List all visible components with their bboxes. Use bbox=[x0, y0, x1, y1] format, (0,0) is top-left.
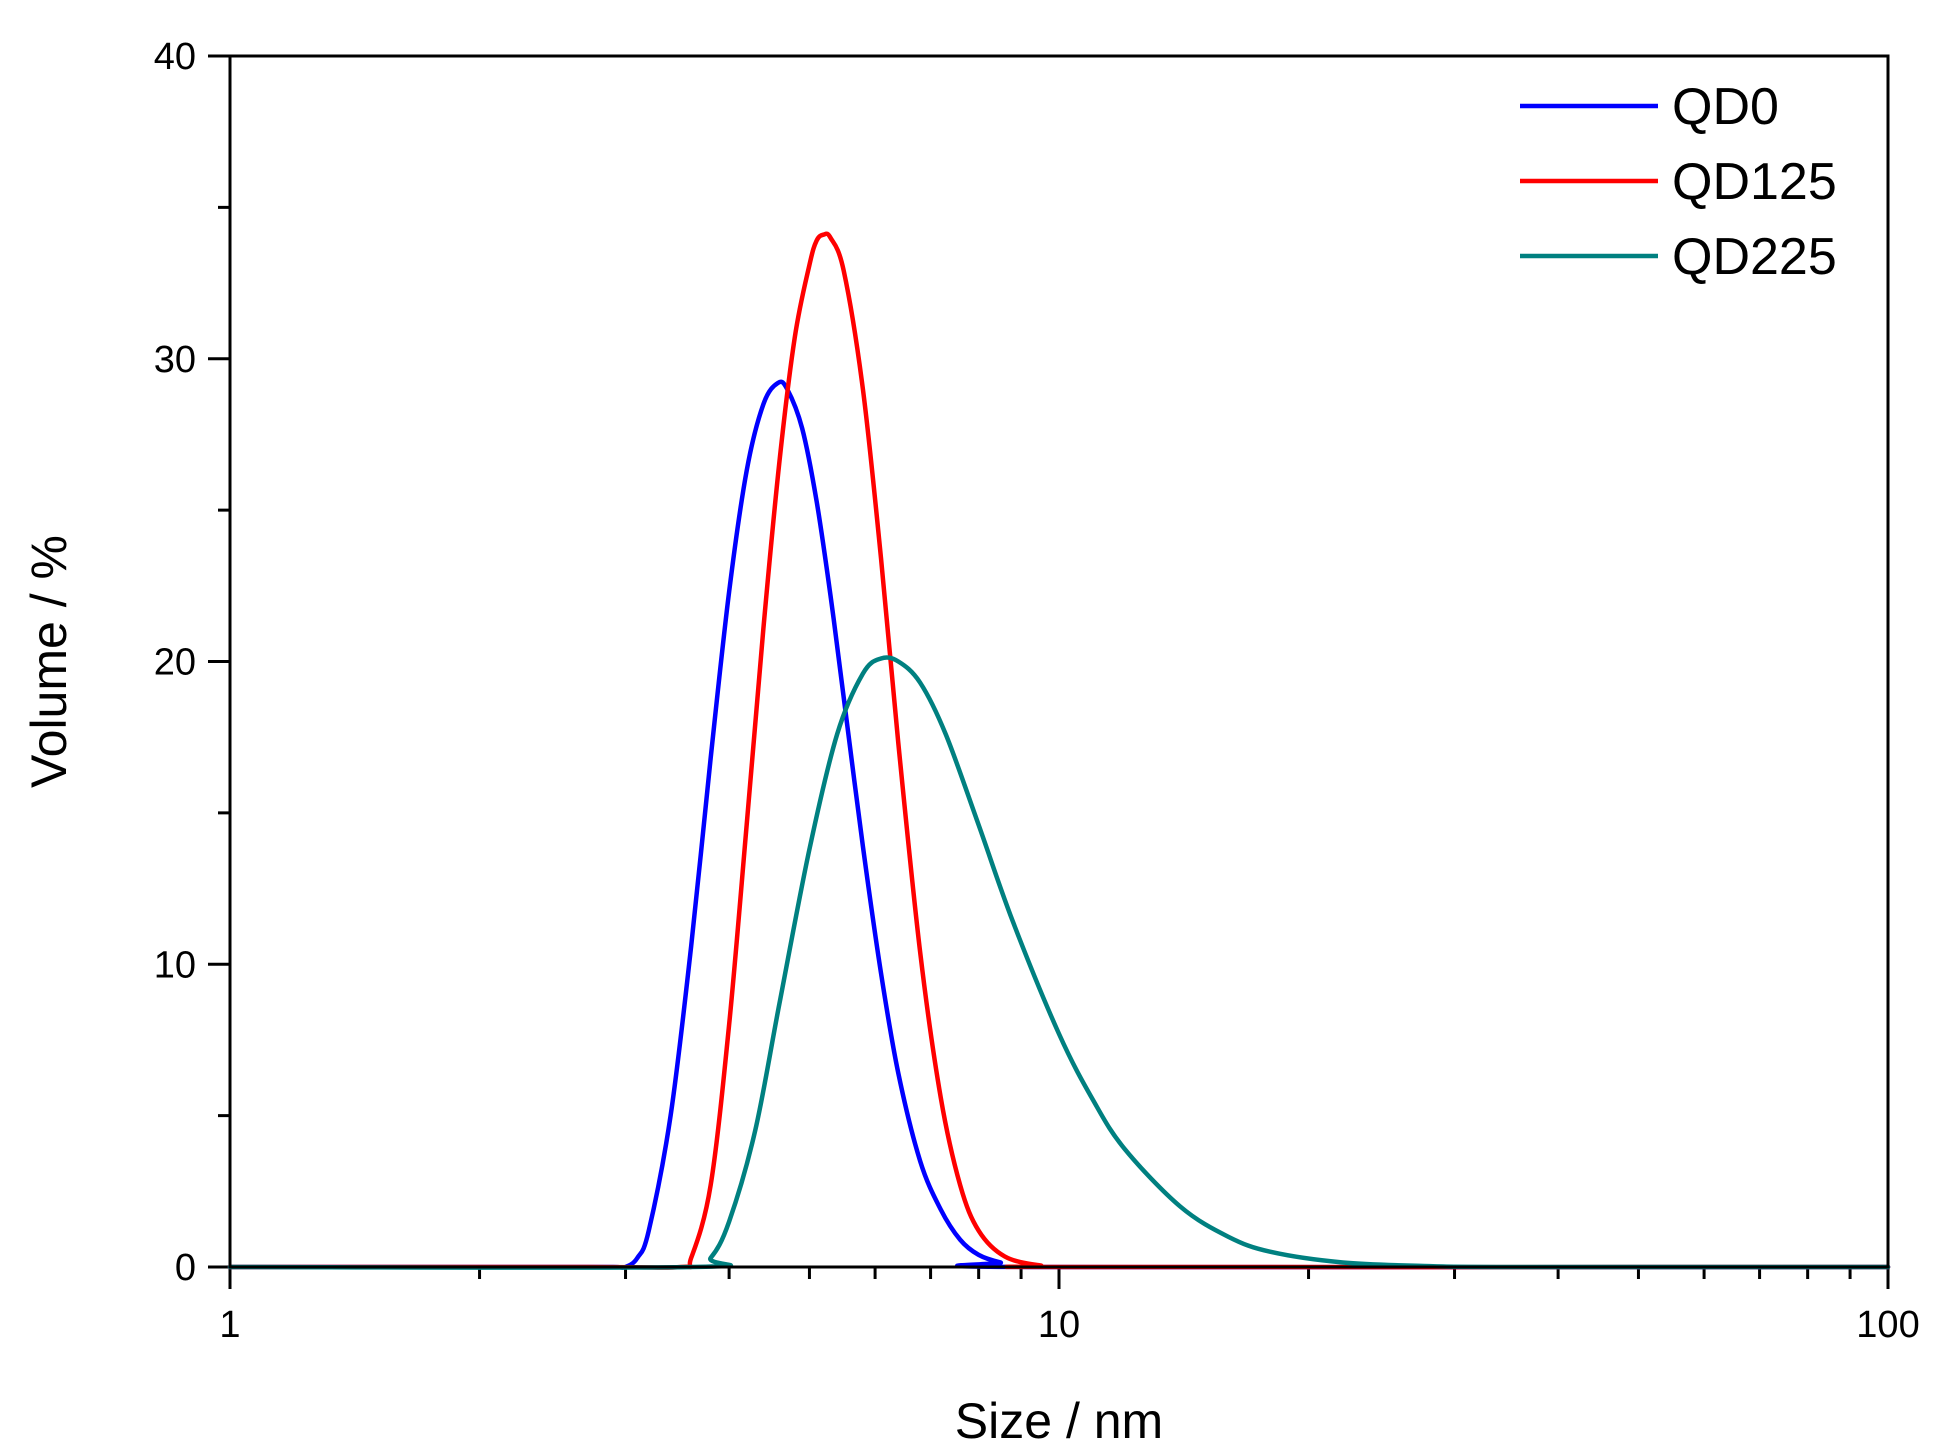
series-line-qd125 bbox=[227, 231, 1891, 1270]
y-tick-label: 30 bbox=[154, 339, 196, 381]
y-tick-label: 10 bbox=[154, 944, 196, 986]
y-tick-label: 20 bbox=[154, 642, 196, 684]
x-tick-label: 100 bbox=[1856, 1304, 1919, 1346]
y-tick-label: 0 bbox=[175, 1247, 196, 1289]
series-lines bbox=[227, 231, 1891, 1270]
series-line-qd0 bbox=[227, 379, 1891, 1270]
y-axis-title: Volume / % bbox=[21, 535, 77, 788]
legend: QD0 QD125 QD225 bbox=[1520, 78, 1837, 286]
x-axis-title: Size / nm bbox=[955, 1393, 1163, 1443]
plot-frame bbox=[228, 54, 1890, 1269]
y-tick-label: 40 bbox=[154, 36, 196, 78]
axis-ticks: 0 10 20 30 40 1 10 100 bbox=[154, 36, 1920, 1346]
x-tick-label: 1 bbox=[219, 1304, 240, 1346]
legend-label-qd0: QD0 bbox=[1672, 78, 1779, 136]
series-line-qd225 bbox=[227, 655, 1891, 1270]
x-tick-label: 10 bbox=[1038, 1304, 1080, 1346]
legend-label-qd125: QD125 bbox=[1672, 153, 1837, 211]
legend-label-qd225: QD225 bbox=[1672, 228, 1837, 286]
